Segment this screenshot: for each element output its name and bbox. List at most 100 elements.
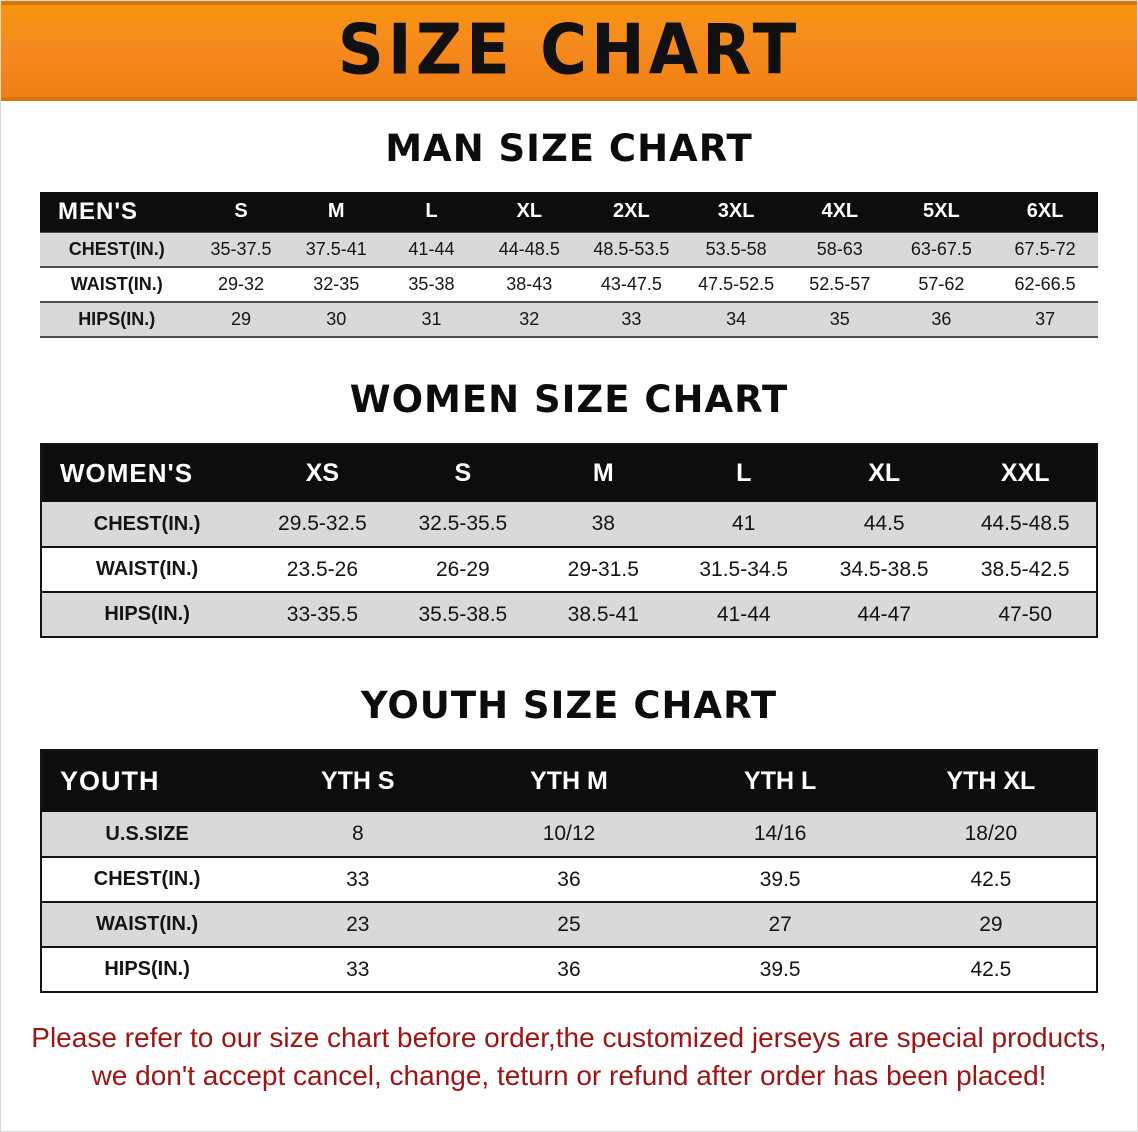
size-cell: 43-47.5 — [600, 274, 662, 294]
size-cell: 26-29 — [436, 557, 490, 581]
women-size-header: L — [673, 444, 814, 502]
youth-ussize-row: U.S.SIZE 8 10/12 14/16 18/20 — [41, 812, 1097, 857]
size-cell: 42.5 — [970, 867, 1012, 891]
size-cell: 44-47 — [857, 602, 912, 626]
women-size-header: XS — [252, 444, 393, 502]
size-cell: 31.5-34.5 — [699, 557, 789, 581]
youth-size-table: YOUTH YTH S YTH M YTH L YTH XL U.S.SIZE … — [40, 749, 1098, 993]
size-cell: 38-43 — [506, 274, 553, 294]
row-label: HIPS(IN.) — [104, 958, 190, 980]
size-cell: 38.5-42.5 — [980, 557, 1070, 581]
youth-section-heading: YOUTH SIZE CHART — [360, 684, 778, 727]
men-section-heading: MAN SIZE CHART — [385, 127, 753, 170]
size-cell: 41 — [732, 512, 756, 535]
size-cell: 25 — [557, 912, 581, 936]
size-cell: 35.5-38.5 — [418, 602, 508, 626]
size-cell: 32 — [519, 309, 540, 329]
size-cell: 30 — [326, 309, 347, 329]
women-waist-row: WAIST(IN.) 23.5-26 26-29 29-31.5 31.5-34… — [41, 547, 1097, 592]
youth-hips-row: HIPS(IN.) 33 36 39.5 42.5 — [41, 947, 1097, 992]
size-cell: 33 — [346, 957, 370, 981]
size-cell: 14/16 — [753, 822, 807, 845]
size-cell: 35-38 — [408, 274, 455, 294]
men-size-header: XL — [479, 192, 580, 232]
men-size-header: 2XL — [579, 192, 684, 232]
youth-header-row: YOUTH YTH S YTH M YTH L YTH XL — [41, 750, 1097, 812]
size-cell: 57-62 — [918, 274, 965, 294]
size-cell: 58-63 — [816, 238, 863, 259]
row-label: HIPS(IN.) — [104, 603, 190, 625]
size-cell: 31 — [421, 309, 442, 329]
women-size-table: WOMEN'S XS S M L XL XXL CHEST(IN.) 29.5-… — [40, 443, 1098, 638]
size-cell: 41-44 — [716, 602, 771, 626]
size-chart-banner: SIZE CHART — [1, 1, 1137, 101]
size-cell: 34.5-38.5 — [839, 557, 929, 581]
size-cell: 10/12 — [542, 822, 596, 845]
size-cell: 44.5 — [863, 512, 905, 535]
size-cell: 23 — [346, 912, 370, 936]
row-label: WAIST(IN.) — [95, 558, 199, 580]
youth-size-header: YTH L — [674, 750, 886, 812]
size-cell: 41-44 — [408, 238, 455, 259]
row-label: CHEST(IN.) — [93, 512, 201, 535]
women-header-row: WOMEN'S XS S M L XL XXL — [41, 444, 1097, 502]
women-hips-row: HIPS(IN.) 33-35.5 35.5-38.5 38.5-41 41-4… — [41, 592, 1097, 637]
size-cell: 32-35 — [313, 274, 360, 294]
size-cell: 33 — [346, 867, 370, 891]
size-cell: 33-35.5 — [286, 602, 359, 626]
row-label: CHEST(IN.) — [93, 868, 201, 890]
women-size-header: XL — [813, 444, 955, 502]
size-cell: 27 — [768, 912, 792, 936]
men-size-header: 5XL — [890, 192, 993, 232]
men-chest-row: CHEST(IN.) 35-37.5 37.5-41 41-44 44-48.5… — [40, 232, 1098, 267]
men-size-header: 4XL — [789, 192, 891, 232]
row-label: CHEST(IN.) — [68, 238, 165, 259]
size-cell: 44-48.5 — [498, 238, 560, 259]
size-cell: 29.5-32.5 — [278, 512, 367, 535]
men-size-header: M — [288, 192, 384, 232]
size-cell: 39.5 — [759, 957, 801, 981]
size-cell: 29 — [979, 912, 1003, 936]
women-section-heading: WOMEN SIZE CHART — [349, 378, 789, 421]
row-label: U.S.SIZE — [105, 822, 189, 845]
disclaimer-text: Please refer to our size chart before or… — [21, 1019, 1117, 1095]
size-cell: 47-50 — [998, 602, 1053, 626]
women-size-header: XXL — [954, 444, 1097, 502]
disclaimer-line-2: we don't accept cancel, change, teturn o… — [91, 1059, 1047, 1091]
size-cell: 34 — [726, 309, 747, 329]
men-header-row: MEN'S S M L XL 2XL 3XL 4XL 5XL 6XL — [40, 192, 1098, 232]
size-cell: 47.5-52.5 — [698, 274, 775, 294]
women-corner-label: WOMEN'S — [41, 444, 253, 502]
row-label: WAIST(IN.) — [95, 913, 199, 935]
row-label: WAIST(IN.) — [70, 274, 163, 294]
size-cell: 29-32 — [217, 274, 265, 294]
size-cell: 35 — [829, 309, 850, 329]
size-cell: 48.5-53.5 — [593, 238, 670, 259]
size-cell: 29 — [231, 309, 252, 329]
size-cell: 42.5 — [970, 957, 1012, 981]
men-size-header: 3XL — [683, 192, 790, 232]
women-size-header: M — [533, 444, 674, 502]
size-cell: 53.5-58 — [705, 238, 767, 259]
size-cell: 52.5-57 — [809, 274, 871, 294]
men-size-header: 6XL — [992, 192, 1098, 232]
women-chest-row: CHEST(IN.) 29.5-32.5 32.5-35.5 38 41 44.… — [41, 502, 1097, 547]
men-size-table: MEN'S S M L XL 2XL 3XL 4XL 5XL 6XL CHEST… — [40, 192, 1098, 338]
banner-title: SIZE CHART — [337, 11, 801, 91]
size-cell: 33 — [621, 309, 642, 329]
men-corner-label: MEN'S — [40, 192, 194, 232]
size-cell: 67.5-72 — [1014, 238, 1076, 259]
youth-corner-label: YOUTH — [41, 750, 253, 812]
size-cell: 36 — [931, 309, 952, 329]
youth-waist-row: WAIST(IN.) 23 25 27 29 — [41, 902, 1097, 947]
size-cell: 23.5-26 — [286, 557, 359, 581]
size-cell: 37 — [1035, 309, 1056, 329]
youth-size-header: YTH S — [252, 750, 464, 812]
size-cell: 38 — [591, 512, 615, 535]
size-cell: 37.5-41 — [305, 238, 367, 259]
youth-chest-row: CHEST(IN.) 33 36 39.5 42.5 — [41, 857, 1097, 902]
youth-size-header: YTH XL — [885, 750, 1097, 812]
youth-size-header: YTH M — [463, 750, 675, 812]
size-cell: 36 — [557, 957, 581, 981]
size-cell: 36 — [557, 867, 581, 891]
